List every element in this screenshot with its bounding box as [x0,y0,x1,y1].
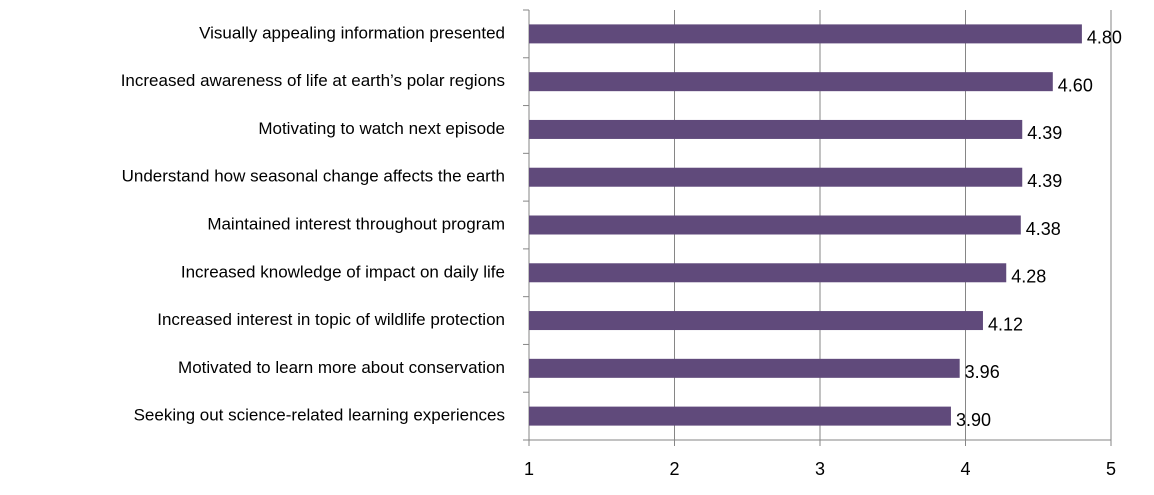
x-tick-label: 4 [960,459,970,479]
bar [529,311,983,331]
bar [529,167,1023,187]
data-label: 3.90 [956,410,991,430]
x-tick-label: 5 [1106,459,1116,479]
data-label: 4.80 [1087,28,1122,48]
data-label: 4.60 [1058,75,1093,95]
y-tick-label: Visually appealing information presented [199,23,505,42]
x-tick-label: 3 [815,459,825,479]
x-tick-label: 2 [669,459,679,479]
data-label: 4.38 [1026,219,1061,239]
y-tick-label: Increased knowledge of impact on daily l… [181,262,505,281]
bar [529,119,1023,139]
y-tick-label: Motivated to learn more about conservati… [178,358,505,377]
bar [529,72,1053,92]
y-tick-label: Seeking out science-related learning exp… [134,406,505,425]
bar [529,358,960,378]
y-tick-label: Increased interest in topic of wildlife … [157,310,505,329]
data-label: 3.96 [965,362,1000,382]
data-label: 4.28 [1011,267,1046,287]
y-tick-label: Understand how seasonal change affects t… [122,167,505,186]
bar [529,215,1021,235]
x-tick-label: 1 [524,459,534,479]
bar [529,406,951,426]
y-tick-label: Motivating to watch next episode [258,119,505,138]
data-label: 4.39 [1027,123,1062,143]
data-label: 4.39 [1027,171,1062,191]
y-tick-label: Maintained interest throughout program [207,214,505,233]
y-tick-label: Increased awareness of life at earth’s p… [121,71,505,90]
bar [529,24,1082,44]
data-label: 4.12 [988,314,1023,334]
bar [529,263,1007,283]
